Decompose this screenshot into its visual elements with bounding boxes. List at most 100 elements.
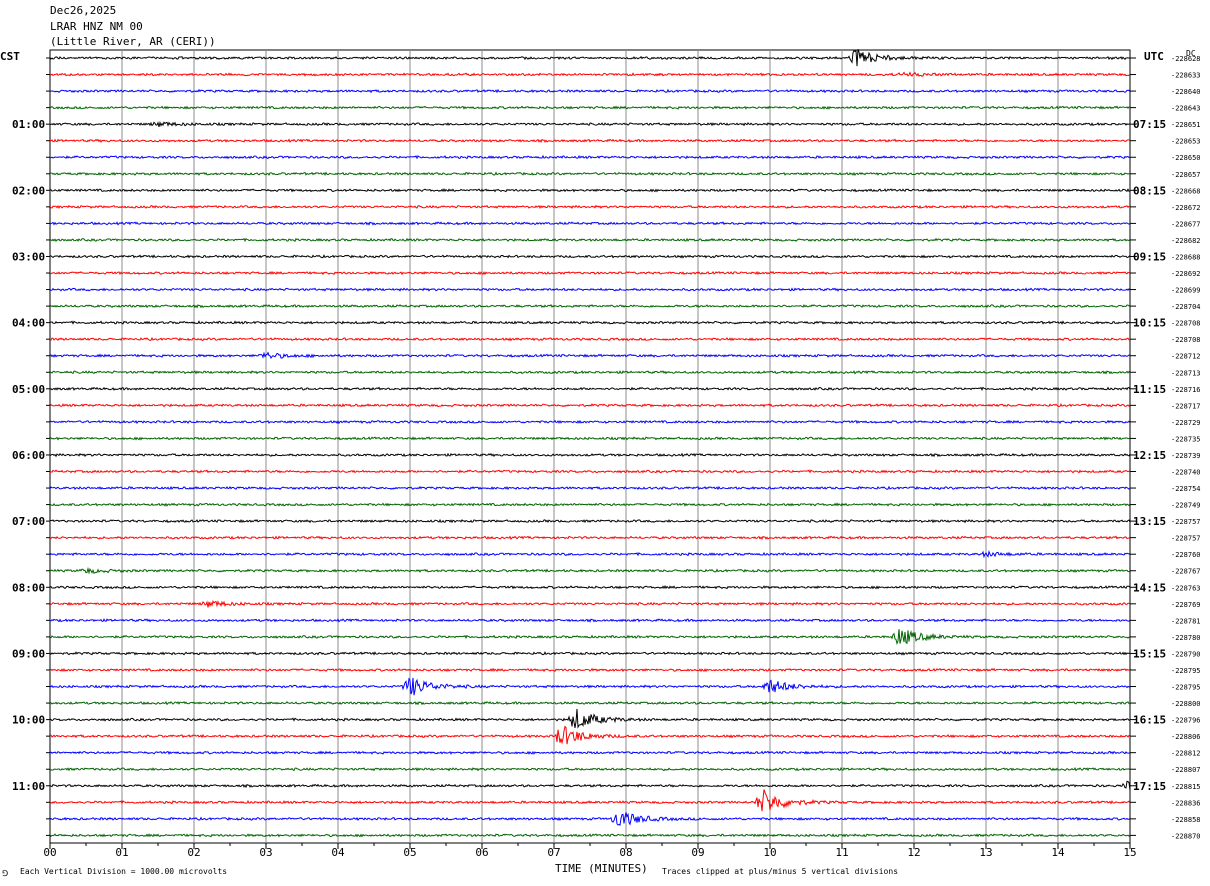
- x-tick-label: 06: [475, 846, 488, 859]
- left-hour-label: 05:00: [12, 383, 45, 396]
- seismic-trace: [49, 725, 1131, 745]
- seismic-trace: [49, 502, 1131, 507]
- seismic-trace: [49, 535, 1131, 541]
- seismic-trace: [49, 320, 1131, 325]
- seismic-trace: [49, 120, 1130, 127]
- seismic-trace: [49, 549, 1131, 559]
- scale-note: Each Vertical Division = 1000.00 microvo…: [20, 867, 228, 876]
- dc-offset-label: -228763: [1171, 584, 1201, 592]
- seismic-trace: [49, 336, 1131, 342]
- seismic-trace: [49, 204, 1131, 210]
- dc-offset-label: -228716: [1171, 386, 1201, 394]
- seismic-trace: [49, 303, 1131, 309]
- left-hour-label: 07:00: [12, 515, 45, 528]
- seismic-trace: [49, 105, 1131, 110]
- dc-offset-label: -228677: [1171, 220, 1201, 228]
- x-tick-label: 05: [403, 846, 416, 859]
- x-tick-label: 01: [115, 846, 128, 859]
- dc-offset-label: -228717: [1171, 402, 1201, 410]
- seismic-trace: [49, 566, 1131, 575]
- seismic-trace: [49, 833, 1131, 838]
- seismic-trace: [49, 629, 1131, 646]
- right-hour-label: 12:15: [1133, 449, 1166, 462]
- x-tick-label: 15: [1123, 846, 1136, 859]
- dc-offset-label: -228633: [1171, 72, 1201, 80]
- station-code: LRAR HNZ NM 00: [50, 20, 143, 33]
- left-hour-label: 01:00: [12, 118, 45, 131]
- x-tick-label: 09: [691, 846, 704, 859]
- clip-note: Traces clipped at plus/minus 5 vertical …: [662, 867, 899, 876]
- right-hour-label: 13:15: [1133, 515, 1166, 528]
- seismic-trace: [49, 71, 1131, 77]
- right-hour-label: 14:15: [1133, 581, 1166, 594]
- seismic-trace: [49, 485, 1131, 491]
- seismic-trace: [49, 812, 1131, 826]
- dc-offset-label: -228795: [1171, 684, 1201, 692]
- footer-mark: ⅁: [2, 869, 9, 878]
- seismic-trace: [49, 386, 1131, 391]
- seismic-trace: [49, 452, 1131, 458]
- seismic-trace: [49, 88, 1131, 94]
- x-tick-label: 04: [331, 846, 345, 859]
- dc-offset-label: -228800: [1171, 700, 1201, 708]
- seismic-trace: [49, 789, 1131, 812]
- dc-offset-label: -228708: [1171, 336, 1201, 344]
- plot-frame: [49, 49, 1131, 844]
- dc-offset-label: -228769: [1171, 601, 1201, 609]
- dc-offset-label: -228657: [1171, 171, 1201, 179]
- right-hour-label: 10:15: [1133, 317, 1166, 330]
- seismic-trace: [49, 49, 1131, 67]
- dc-offset-label: -228653: [1171, 138, 1201, 146]
- dc-offset-label: -228699: [1171, 287, 1201, 295]
- x-tick-label: 12: [907, 846, 920, 859]
- seismic-trace: [49, 171, 1131, 176]
- seismic-trace: [49, 138, 1131, 144]
- x-tick-label: 07: [547, 846, 560, 859]
- seismic-trace: [49, 436, 1131, 441]
- left-hour-label: 04:00: [12, 317, 45, 330]
- left-hour-label: 11:00: [12, 780, 45, 793]
- dc-offset-label: -228729: [1171, 419, 1201, 427]
- dc-offset-label: -228757: [1171, 518, 1201, 526]
- dc-offset-label: -228688: [1171, 253, 1201, 261]
- dc-offset-label: -228668: [1171, 187, 1201, 195]
- seismic-trace: [49, 750, 1131, 755]
- right-hour-label: 17:15: [1133, 780, 1166, 793]
- seismic-trace: [49, 154, 1131, 160]
- right-hour-label: 08:15: [1133, 184, 1166, 197]
- left-hour-label: 03:00: [12, 250, 45, 263]
- x-tick-label: 02: [187, 846, 200, 859]
- left-hour-label: 08:00: [12, 581, 45, 594]
- right-hour-label: 15:15: [1133, 647, 1166, 660]
- left-hour-label: 10:00: [12, 714, 45, 727]
- dc-offset-label: -228628: [1171, 55, 1201, 63]
- dc-offset-label: -228807: [1171, 766, 1201, 774]
- seismic-trace: [49, 618, 1131, 623]
- seismic-trace: [49, 287, 1131, 292]
- dc-offset-label: -228739: [1171, 452, 1201, 460]
- x-tick-label: 13: [979, 846, 992, 859]
- dc-offset-label: -228760: [1171, 551, 1201, 559]
- x-axis-title: TIME (MINUTES): [555, 862, 648, 875]
- dc-offset-label: -228796: [1171, 717, 1201, 725]
- seismic-trace: [49, 708, 1131, 729]
- dc-offset-label: -228790: [1171, 650, 1201, 658]
- dc-offset-label: -228651: [1171, 121, 1201, 129]
- seismic-trace: [49, 584, 1131, 590]
- right-hour-label: 11:15: [1133, 383, 1166, 396]
- dc-offset-label: -228795: [1171, 667, 1201, 675]
- plot-date: Dec26,2025: [50, 4, 117, 17]
- dc-offset-label: -228836: [1171, 799, 1201, 807]
- left-hour-label: 06:00: [12, 449, 45, 462]
- seismic-trace: [49, 188, 1131, 193]
- dc-offset-label: -228704: [1171, 303, 1201, 311]
- left-hour-label: 09:00: [12, 647, 45, 660]
- x-tick-label: 08: [619, 846, 632, 859]
- dc-offset-label: -228870: [1171, 832, 1201, 840]
- dc-offset-label: -228757: [1171, 535, 1201, 543]
- dc-offset-label: -228781: [1171, 617, 1201, 625]
- dc-offset-label: -228713: [1171, 369, 1201, 377]
- dc-offset-label: -228780: [1171, 634, 1201, 642]
- left-hour-label: 02:00: [12, 184, 45, 197]
